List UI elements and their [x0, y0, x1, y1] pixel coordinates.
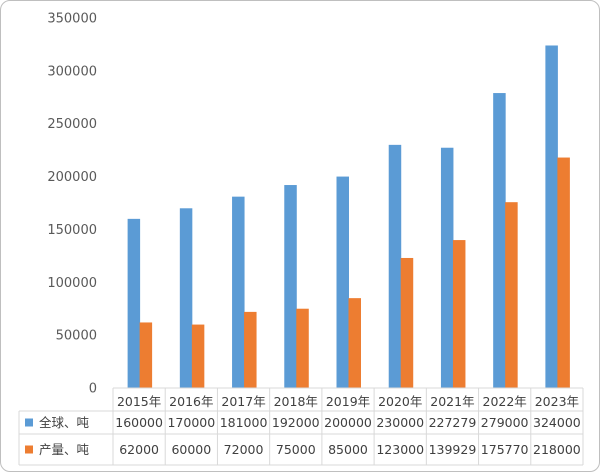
category-label: 2019年 [326, 394, 370, 409]
legend-label: 产量、吨 [39, 442, 90, 457]
y-tick-label: 200000 [47, 170, 97, 185]
y-axis: 0 50000 100000 150000 200000 250000 300000 3500… [47, 12, 97, 397]
category-label: 2016年 [169, 394, 213, 409]
category-label: 2023年 [535, 394, 579, 409]
bar-production [139, 322, 153, 388]
data-label: 175770 [481, 442, 529, 457]
data-label: 192000 [272, 415, 320, 430]
y-tick-label: 300000 [47, 64, 97, 79]
bar-global [493, 93, 506, 389]
y-tick-label: 350000 [47, 12, 97, 27]
bar-production [400, 257, 414, 388]
data-label: 279000 [481, 415, 529, 430]
data-label: 200000 [324, 415, 372, 430]
bar-production [191, 324, 205, 388]
legend-key [25, 418, 33, 427]
category-label: 2015年 [117, 394, 161, 409]
data-label: 123000 [376, 442, 424, 457]
category-label: 2018年 [274, 394, 318, 409]
data-label: 170000 [167, 415, 215, 430]
data-label: 181000 [220, 415, 268, 430]
bar-global [336, 176, 349, 388]
bar-production [505, 202, 518, 388]
data-label: 230000 [376, 415, 424, 430]
bar-global [545, 45, 558, 388]
data-label: 218000 [533, 442, 581, 457]
data-label: 324000 [533, 415, 581, 430]
bar-production [348, 298, 361, 388]
legend-key [25, 445, 33, 454]
plot-area [127, 45, 570, 389]
y-tick-label: 100000 [47, 276, 97, 291]
y-tick-label: 250000 [47, 117, 97, 132]
y-tick-label: 150000 [47, 223, 97, 238]
category-label: 2022年 [483, 394, 527, 409]
bar-global [232, 196, 245, 388]
bar-global [440, 147, 454, 388]
bar-global [388, 144, 402, 388]
data-label: 75000 [276, 442, 316, 457]
bar-production [244, 311, 257, 388]
category-label: 2017年 [221, 394, 265, 409]
data-label: 72000 [224, 442, 264, 457]
y-tick-label: 50000 [56, 329, 97, 344]
bar-production [452, 240, 466, 388]
data-table: 2015年 2016年 2017年 2018年 2019年 2020年 2021年 2022年… [18, 387, 584, 466]
bar-production [296, 308, 309, 388]
data-label: 85000 [328, 442, 368, 457]
bar-global [179, 208, 193, 388]
data-label: 227279 [429, 415, 477, 430]
bar-global [284, 185, 297, 388]
data-label: 160000 [115, 415, 163, 430]
y-tick-label: 0 [89, 382, 97, 397]
data-label: 139929 [429, 442, 477, 457]
category-label: 2020年 [378, 394, 422, 409]
data-label: 60000 [171, 442, 211, 457]
bar-production [557, 157, 570, 388]
category-label: 2021年 [430, 394, 474, 409]
bar-global [127, 218, 141, 388]
data-label: 62000 [119, 442, 159, 457]
legend-label: 全球、吨 [39, 415, 90, 430]
